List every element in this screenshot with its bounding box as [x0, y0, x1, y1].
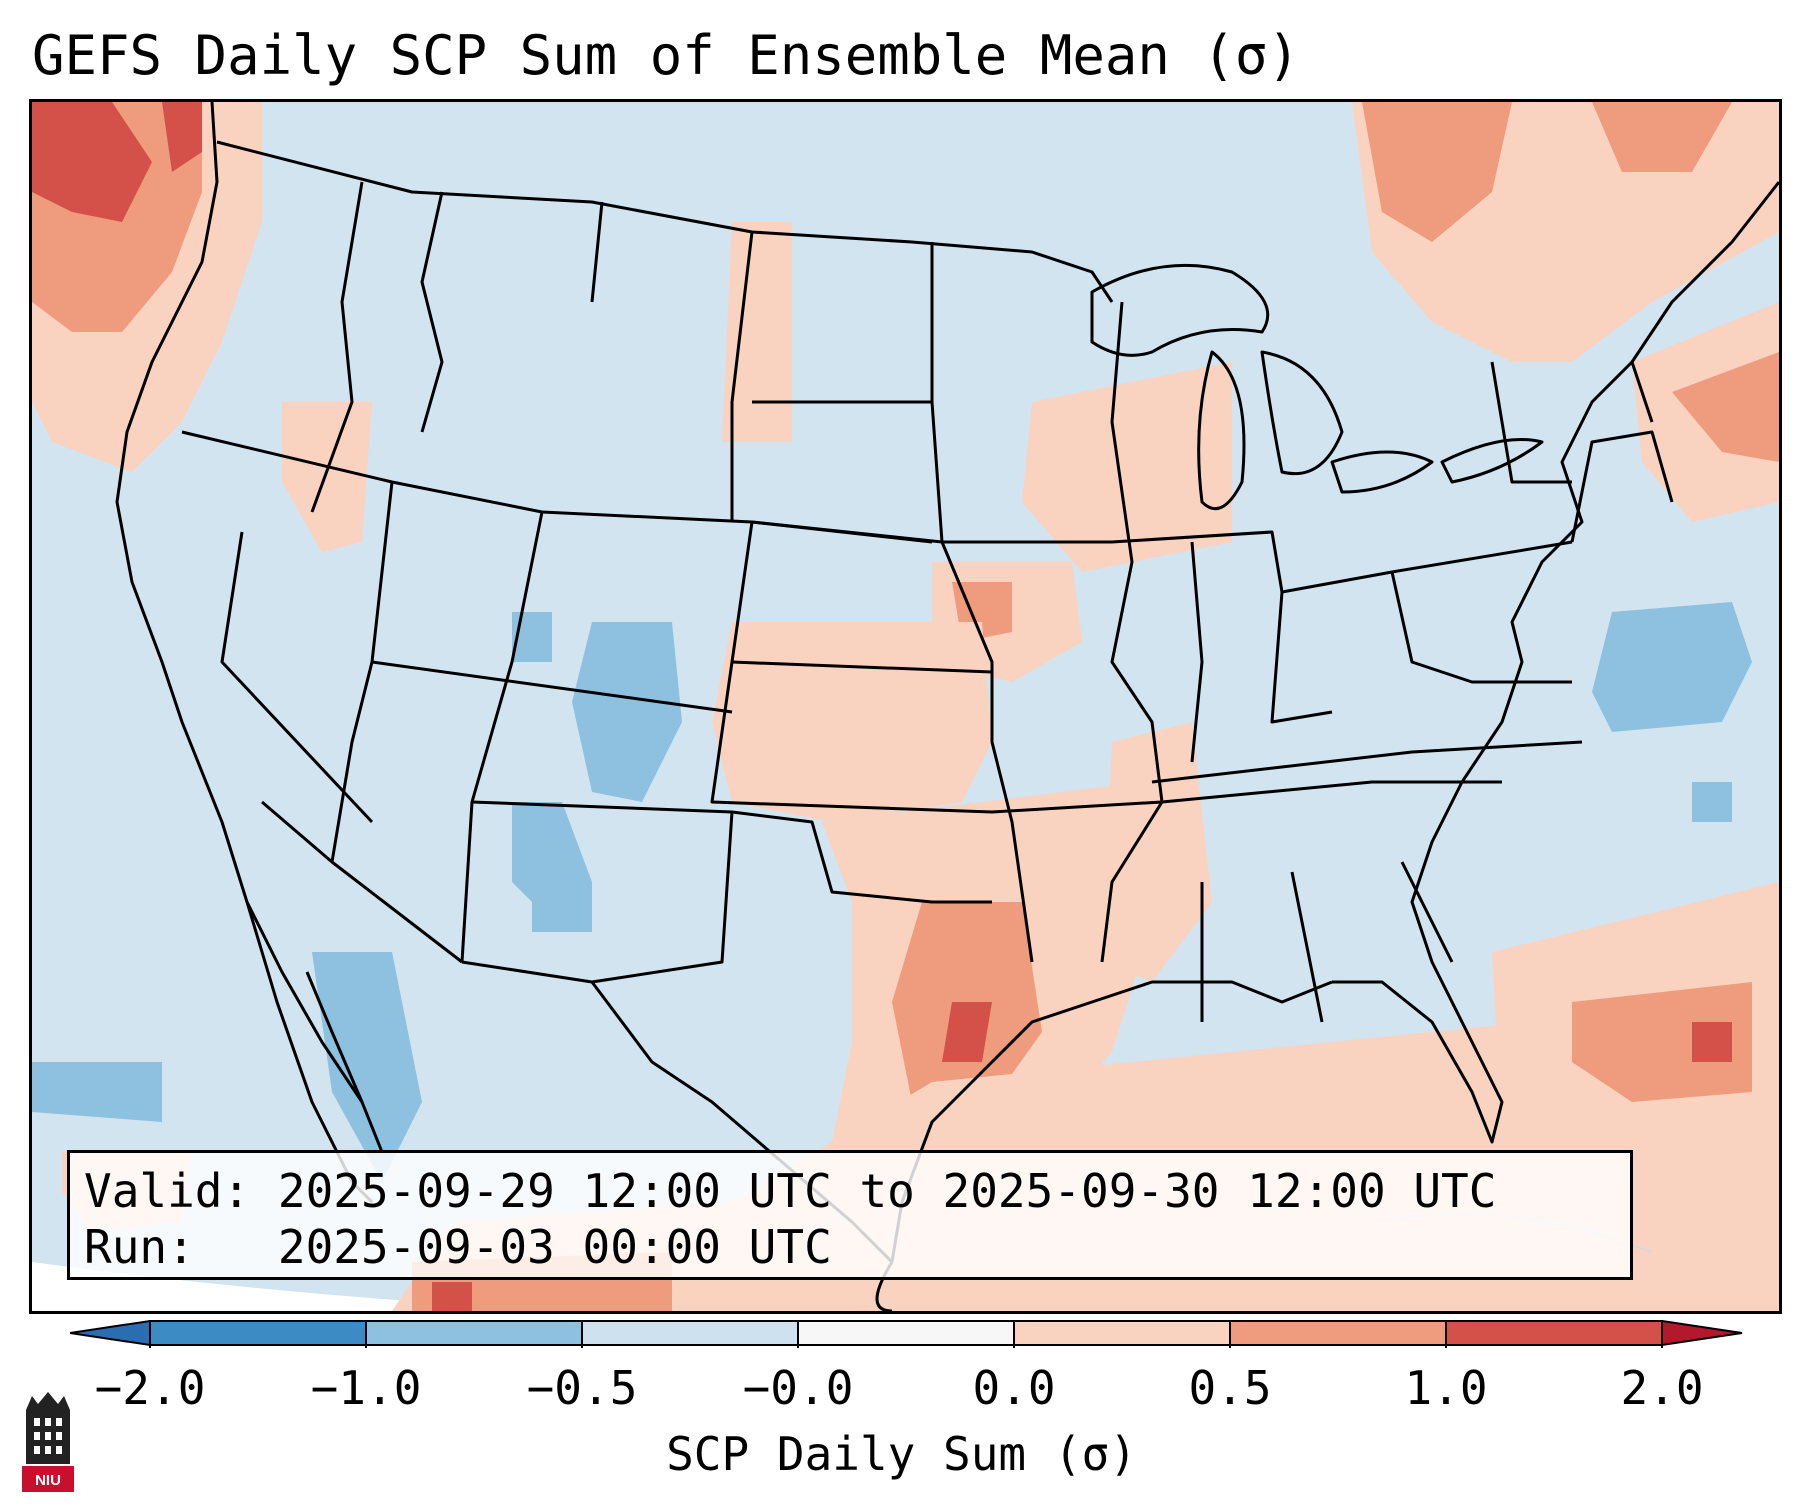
negative-anomaly-regions	[32, 602, 1752, 1182]
colorbar-extend-low	[70, 1319, 151, 1347]
run-time: 2025-09-03 00:00 UTC	[277, 1220, 832, 1274]
colorbar-bin-5	[1014, 1321, 1230, 1345]
colorbar-tick-label: −2.0	[94, 1361, 206, 1415]
colorbar-tick-label: −0.0	[742, 1361, 854, 1415]
run-label: Run:	[84, 1220, 195, 1274]
positive-anomaly-regions	[32, 102, 1779, 1311]
chart-title: GEFS Daily SCP Sum of Ensemble Mean (σ)	[32, 24, 1300, 87]
colorbar-tick-label: 0.5	[1188, 1361, 1272, 1415]
colorbar-bin-3	[582, 1321, 798, 1345]
colorbar-bin-2	[366, 1321, 582, 1345]
colorbar-bin-6	[1230, 1321, 1446, 1345]
map-panel	[29, 99, 1782, 1314]
colorbar-bin-4	[798, 1321, 1014, 1345]
colorbar-bin-7	[1446, 1321, 1662, 1345]
colorbar	[70, 1319, 1743, 1348]
niu-logo: NIU	[22, 1392, 74, 1492]
valid-label: Valid:	[84, 1164, 251, 1218]
valid-run-info-box: Valid: 2025-09-29 12:00 UTC to 2025-09-3…	[67, 1150, 1633, 1280]
political-boundaries	[115, 102, 1779, 1311]
colorbar-tick-label: 1.0	[1404, 1361, 1488, 1415]
colorbar-tick-label: 0.0	[972, 1361, 1056, 1415]
colorbar-extend-high	[1661, 1319, 1743, 1347]
logo-text: NIU	[35, 1472, 61, 1489]
colorbar-tick-label: −0.5	[526, 1361, 638, 1415]
colorbar-bin-1	[150, 1321, 366, 1345]
colorbar-tick-label: 2.0	[1620, 1361, 1704, 1415]
valid-time-range: 2025-09-29 12:00 UTC to 2025-09-30 12:00…	[277, 1164, 1497, 1218]
colorbar-label: SCP Daily Sum (σ)	[666, 1427, 1137, 1481]
map-canvas	[32, 102, 1779, 1311]
colorbar-tick-label: −1.0	[310, 1361, 422, 1415]
